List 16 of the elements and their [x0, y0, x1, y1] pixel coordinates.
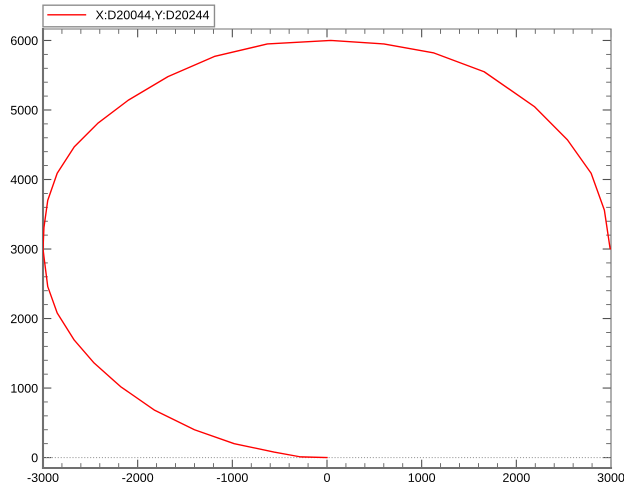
legend-label: X:D20044,Y:D20244: [96, 10, 210, 21]
x-tick-label: -1000: [216, 473, 248, 482]
y-tick-label: 2000: [10, 314, 38, 324]
y-tick-label: 1000: [11, 384, 38, 393]
y-tick-label: 0: [32, 453, 38, 462]
y-tick-label: 6000: [10, 36, 38, 46]
y-tick-label: 5000: [10, 106, 38, 115]
x-tick-label: 1000: [408, 473, 436, 482]
y-tick-label: 4000: [10, 175, 38, 184]
x-tick-label: -2000: [122, 473, 154, 482]
x-tick-label: 0: [324, 473, 330, 482]
y-tick-label: 3000: [10, 244, 38, 254]
line-series: [43, 40, 611, 458]
x-tick-label: 2000: [503, 473, 530, 482]
x-tick-label: 3000: [598, 473, 624, 482]
x-tick-label: -3000: [28, 473, 58, 482]
